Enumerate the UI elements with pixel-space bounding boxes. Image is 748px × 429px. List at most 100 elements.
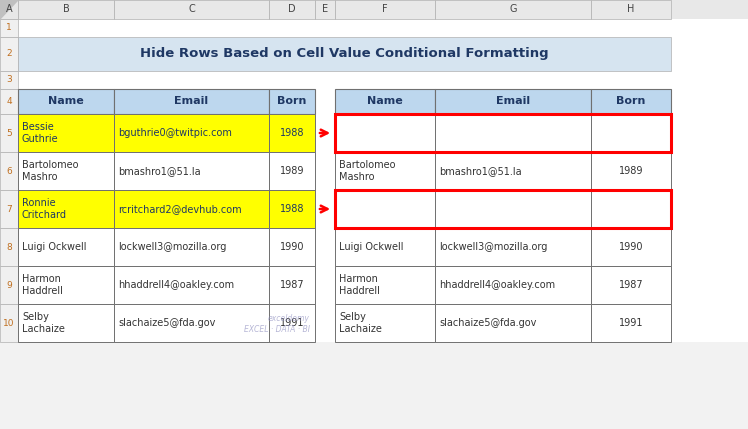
Text: 1990: 1990 (280, 242, 304, 252)
Text: hhaddrell4@oakley.com: hhaddrell4@oakley.com (118, 280, 234, 290)
Bar (335, 0, 435, 19)
Bar (0, 152, 748, 190)
Bar (269, 89, 315, 114)
Bar (269, 266, 315, 304)
Bar (0, 190, 18, 228)
Text: 10: 10 (3, 318, 15, 327)
Text: slachaize5@fda.gov: slachaize5@fda.gov (439, 318, 536, 328)
Bar (114, 89, 269, 114)
Bar (335, 89, 435, 114)
Bar (0, 71, 18, 89)
Text: 2: 2 (6, 49, 12, 58)
Bar (435, 190, 591, 228)
Bar (0, 37, 18, 71)
Bar (435, 152, 591, 190)
Bar (114, 152, 269, 190)
Text: Bartolomeo
Mashro: Bartolomeo Mashro (339, 160, 396, 182)
Text: A: A (6, 4, 12, 15)
Bar (0, 89, 18, 114)
Text: E: E (322, 4, 328, 15)
Bar (269, 228, 315, 266)
Bar (0, 0, 748, 19)
Bar (435, 266, 591, 304)
Text: 1989: 1989 (619, 166, 643, 176)
Text: Bartolomeo
Mashro: Bartolomeo Mashro (22, 160, 79, 182)
Text: 1991: 1991 (619, 318, 643, 328)
Text: 1987: 1987 (280, 280, 304, 290)
Text: 4: 4 (6, 97, 12, 106)
Bar (435, 114, 591, 152)
Bar (435, 304, 591, 342)
Bar (18, 304, 114, 342)
Bar (18, 0, 114, 19)
Bar (435, 228, 591, 266)
Text: Email: Email (496, 97, 530, 106)
Bar (269, 152, 315, 190)
Text: Born: Born (616, 97, 646, 106)
Text: D: D (288, 4, 295, 15)
Bar (114, 190, 269, 228)
Bar (335, 190, 435, 228)
Text: Selby
Lachaize: Selby Lachaize (339, 312, 382, 334)
Polygon shape (0, 0, 18, 19)
Text: Harmon
Haddrell: Harmon Haddrell (339, 274, 380, 296)
Bar (18, 37, 671, 71)
Text: bmashro1@51.la: bmashro1@51.la (439, 166, 521, 176)
Bar (0, 190, 748, 228)
Text: 1989: 1989 (280, 166, 304, 176)
Bar (591, 304, 671, 342)
Text: Luigi Ockwell: Luigi Ockwell (22, 242, 87, 252)
Bar (0, 228, 18, 266)
Bar (269, 114, 315, 152)
Bar (0, 89, 748, 114)
Bar (0, 71, 748, 89)
Bar (335, 114, 671, 152)
Bar (0, 304, 18, 342)
Text: Harmon
Haddrell: Harmon Haddrell (22, 274, 63, 296)
Bar (18, 114, 114, 152)
Text: 9: 9 (6, 281, 12, 290)
Bar (0, 37, 748, 71)
Bar (114, 114, 269, 152)
Text: hhaddrell4@oakley.com: hhaddrell4@oakley.com (439, 280, 555, 290)
Bar (0, 152, 18, 190)
Text: 1991: 1991 (280, 318, 304, 328)
Bar (18, 190, 114, 228)
Bar (0, 114, 18, 152)
Text: C: C (188, 4, 195, 15)
Text: Ronnie
Critchard: Ronnie Critchard (22, 198, 67, 220)
Bar (18, 89, 114, 114)
Bar (269, 190, 315, 228)
Text: bguthrie0@twitpic.com: bguthrie0@twitpic.com (118, 128, 232, 138)
Bar (591, 190, 671, 228)
Text: rcritchard2@devhub.com: rcritchard2@devhub.com (118, 204, 242, 214)
Bar (0, 266, 18, 304)
Text: G: G (509, 4, 517, 15)
Text: Hide Rows Based on Cell Value Conditional Formatting: Hide Rows Based on Cell Value Conditiona… (140, 48, 549, 60)
Text: 5: 5 (6, 129, 12, 138)
Bar (18, 266, 114, 304)
Bar (0, 114, 748, 152)
Text: 1988: 1988 (280, 204, 304, 214)
Bar (591, 89, 671, 114)
Bar (591, 228, 671, 266)
Text: Email: Email (174, 97, 209, 106)
Text: Luigi Ockwell: Luigi Ockwell (339, 242, 403, 252)
Bar (335, 152, 435, 190)
Bar (18, 152, 114, 190)
Bar (0, 266, 748, 304)
Bar (0, 19, 18, 37)
Bar (0, 0, 18, 19)
Bar (335, 114, 435, 152)
Text: Bessie
Guthrie: Bessie Guthrie (22, 122, 58, 144)
Text: 7: 7 (6, 205, 12, 214)
Text: 1: 1 (6, 24, 12, 33)
Text: lockwell3@mozilla.org: lockwell3@mozilla.org (118, 242, 227, 252)
Text: slachaize5@fda.gov: slachaize5@fda.gov (118, 318, 215, 328)
Text: lockwell3@mozilla.org: lockwell3@mozilla.org (439, 242, 548, 252)
Bar (335, 190, 671, 228)
Text: Selby
Lachaize: Selby Lachaize (22, 312, 65, 334)
Text: 1988: 1988 (280, 128, 304, 138)
Bar (435, 0, 591, 19)
Bar (591, 152, 671, 190)
